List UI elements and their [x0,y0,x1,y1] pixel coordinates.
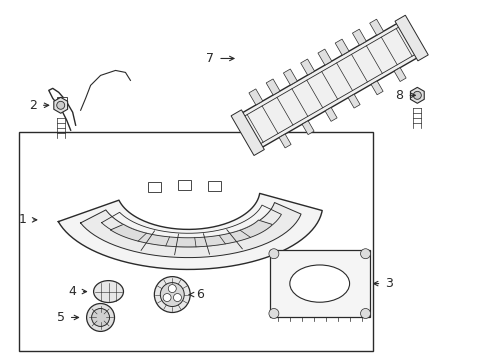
Text: 4: 4 [69,285,76,298]
Polygon shape [301,59,315,75]
Circle shape [92,309,110,327]
Polygon shape [318,49,332,65]
Circle shape [414,91,421,99]
Text: 2: 2 [29,99,37,112]
Bar [19,132,372,351]
Polygon shape [411,87,424,103]
Circle shape [361,309,370,319]
Text: 5: 5 [57,311,65,324]
Bar [208,181,221,191]
Polygon shape [335,39,349,55]
Polygon shape [54,97,68,113]
Polygon shape [352,29,367,45]
Polygon shape [371,81,383,95]
Bar [57,97,67,105]
Text: 3: 3 [386,277,393,290]
Polygon shape [302,121,314,135]
Text: 1: 1 [19,213,27,226]
Bar [270,250,369,318]
Text: 8: 8 [395,89,403,102]
Circle shape [57,101,65,109]
Circle shape [160,283,184,306]
Polygon shape [238,21,421,150]
Circle shape [361,249,370,259]
Polygon shape [231,110,264,156]
Circle shape [163,293,171,302]
Polygon shape [279,134,291,148]
Ellipse shape [94,280,123,302]
Polygon shape [325,108,337,121]
Polygon shape [249,89,263,105]
Polygon shape [395,15,428,61]
Circle shape [269,249,279,259]
Polygon shape [266,79,280,95]
Polygon shape [80,203,301,258]
Circle shape [87,303,115,332]
Polygon shape [394,68,406,81]
Ellipse shape [290,265,349,302]
Polygon shape [283,69,297,85]
Text: 6: 6 [196,288,204,301]
Circle shape [168,285,176,293]
Circle shape [154,276,190,312]
Polygon shape [111,220,272,247]
Polygon shape [369,19,384,35]
Text: 7: 7 [206,52,214,65]
Polygon shape [348,94,360,108]
Polygon shape [58,193,322,269]
Bar [148,182,161,192]
Circle shape [173,293,181,302]
Circle shape [269,309,279,319]
Bar [178,180,191,190]
